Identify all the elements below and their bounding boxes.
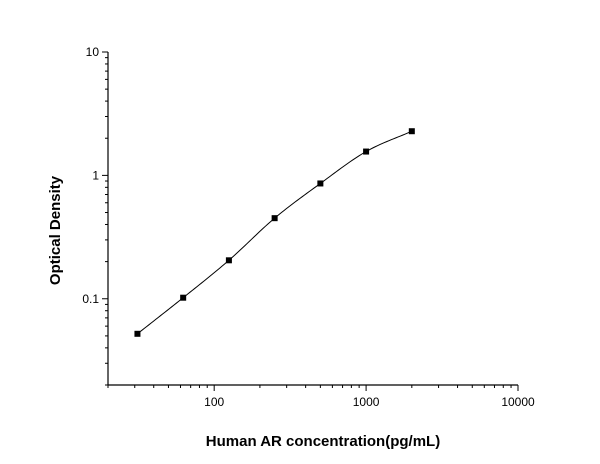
y-axis-tick-labels: 0.1 1 10 (82, 45, 99, 306)
x-axis-ticks (107, 385, 519, 391)
x-axis-tick-labels: 100 1000 10000 (204, 395, 535, 409)
data-point (271, 215, 278, 222)
data-point (317, 180, 324, 187)
fit-curve-line (137, 130, 413, 335)
x-tick-label: 1000 (353, 395, 380, 409)
y-axis-ticks (102, 51, 108, 386)
data-point (225, 257, 232, 264)
x-tick-label: 100 (204, 395, 224, 409)
data-point (134, 330, 141, 337)
x-axis-title: Human AR concentration(pg/mL) (206, 433, 440, 450)
y-tick-label: 1 (92, 168, 99, 182)
plot-area: 0.1 1 10 100 1000 10000 (82, 45, 535, 409)
y-tick-label: 10 (86, 45, 100, 59)
y-axis-title: Optical Density (47, 175, 64, 285)
data-points (134, 128, 415, 337)
data-point (408, 128, 415, 135)
x-tick-label: 10000 (501, 395, 535, 409)
y-tick-label: 0.1 (82, 292, 99, 306)
data-point (180, 294, 187, 301)
data-point (363, 148, 370, 155)
